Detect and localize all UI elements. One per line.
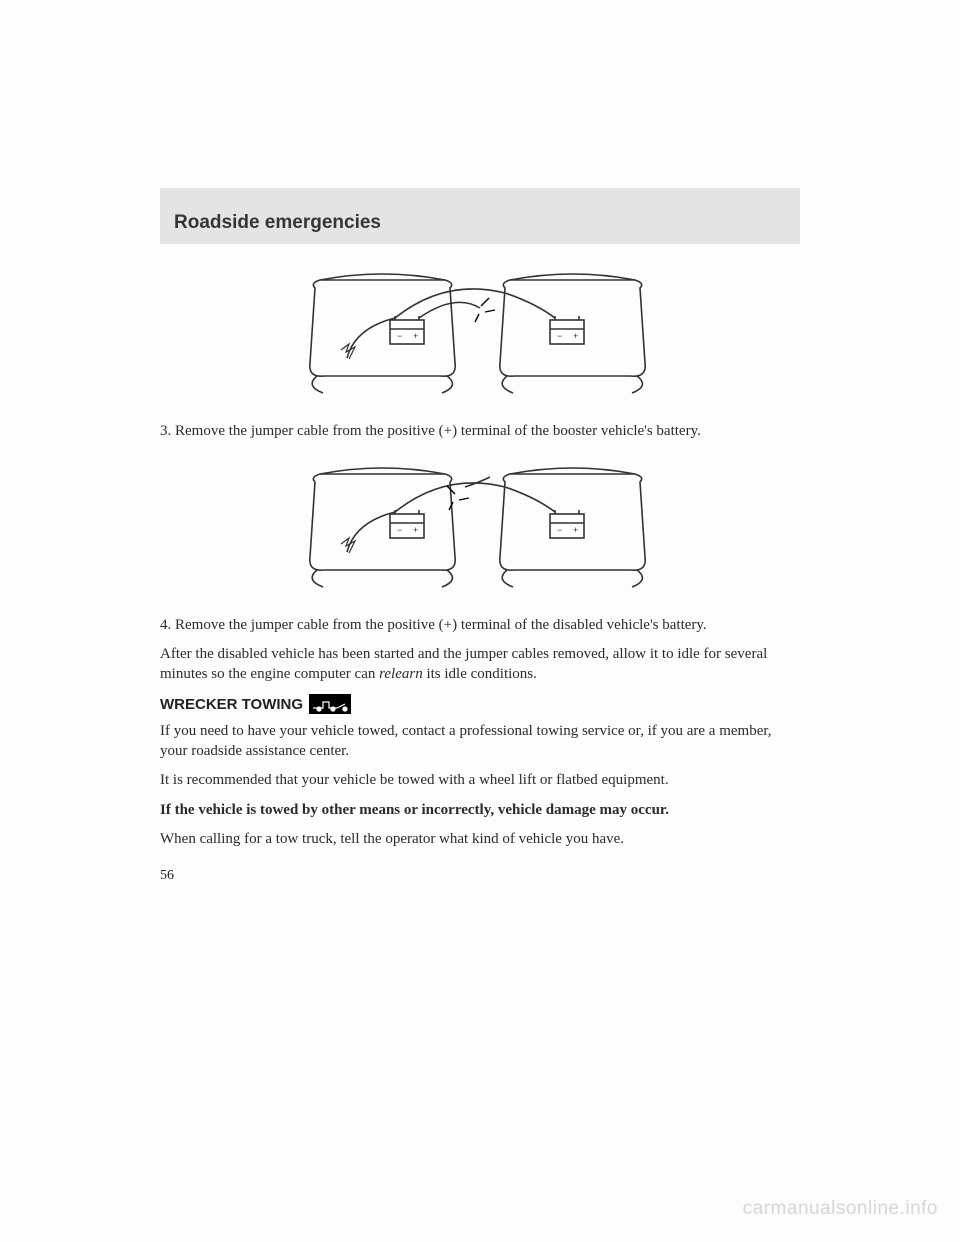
wrecker-p1: If you need to have your vehicle towed, … [160,722,800,761]
section-title: Roadside emergencies [174,212,786,234]
jumper-diagram-step4: − + − + [295,452,665,602]
page-number: 56 [160,868,800,884]
svg-text:−: − [557,525,562,535]
after-start-italic: relearn [379,666,423,682]
svg-text:+: + [413,525,418,535]
svg-text:+: + [573,331,578,341]
wrecker-heading-row: WRECKER TOWING [160,694,800,714]
after-start-post: its idle conditions. [423,666,537,682]
tow-truck-icon [309,694,351,714]
jumper-diagram-step3: − + − + [295,258,665,408]
after-start-text: After the disabled vehicle has been star… [160,645,800,684]
svg-text:+: + [573,525,578,535]
wrecker-p3: If the vehicle is towed by other means o… [160,801,800,821]
wrecker-p4: When calling for a tow truck, tell the o… [160,830,800,850]
wrecker-heading: WRECKER TOWING [160,696,303,713]
svg-text:+: + [413,331,418,341]
section-header: Roadside emergencies [160,188,800,244]
wrecker-p2: It is recommended that your vehicle be t… [160,771,800,791]
step4-text: 4. Remove the jumper cable from the posi… [160,616,800,636]
svg-text:−: − [557,331,562,341]
svg-text:−: − [397,331,402,341]
svg-text:−: − [397,525,402,535]
step3-text: 3. Remove the jumper cable from the posi… [160,422,800,442]
watermark: carmanualsonline.info [743,1198,938,1220]
